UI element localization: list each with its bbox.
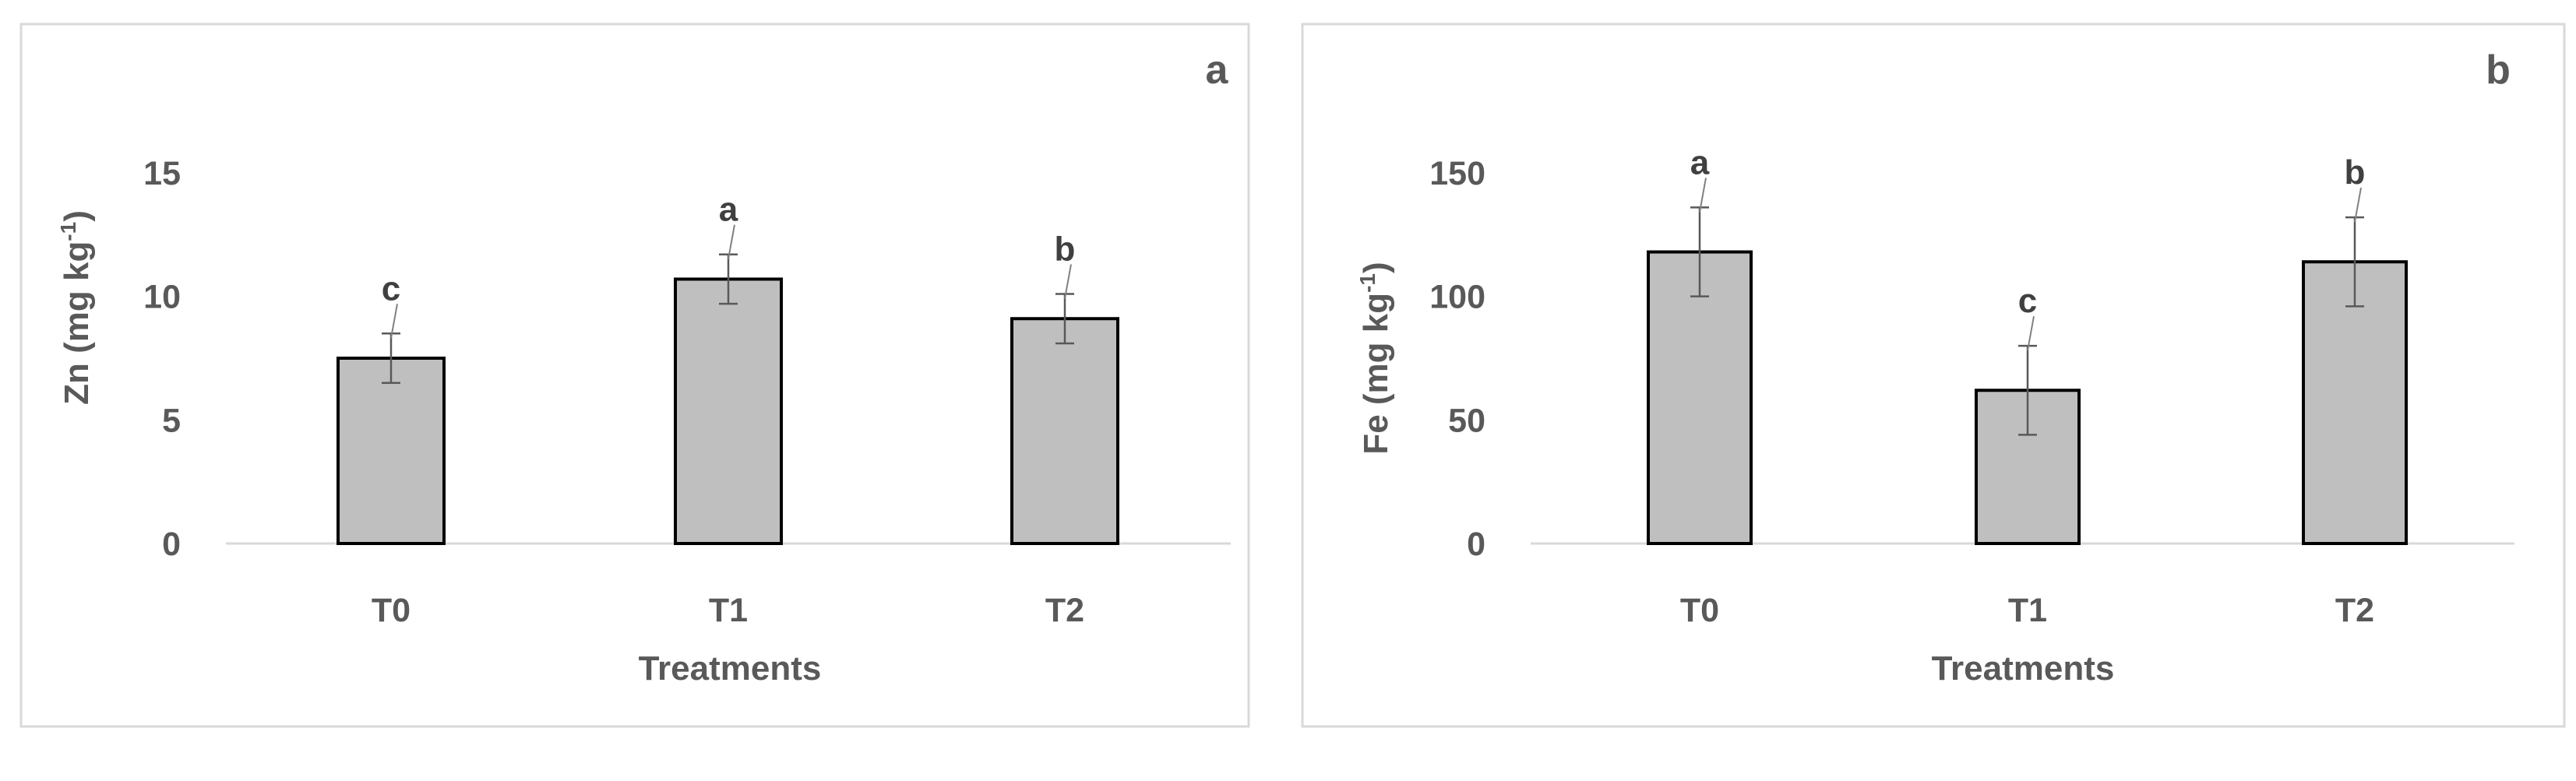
chart-panel-a: 0 5 10 15 c T0 a T1 b T2 Treatments Zn (mg kg-1) a [19,23,1250,728]
y-tick-label: 0 [162,526,181,563]
y-axis-title-superscript: -1 [1355,273,1380,293]
x-tick-label: T1 [709,592,748,629]
letter-leader-line [390,304,398,339]
significance-letter: a [1690,143,1710,181]
y-tick-label: 15 [143,155,181,192]
letter-leader-line [2354,187,2362,223]
bar [1647,250,1753,545]
x-tick-label: T2 [2335,592,2374,629]
y-tick-label: 0 [1467,526,1485,563]
y-axis-title-main: Fe (mg kg [1357,293,1395,455]
y-tick-label: 10 [143,279,181,316]
significance-letter: b [1055,230,1076,268]
letter-leader-line [1064,264,1072,299]
y-axis-title: Zn (mg kg-1) [56,210,96,405]
y-tick-label: 100 [1429,279,1485,316]
panel-label: b [2486,47,2511,93]
chart-panel-b: 0 50 100 150 a T0 c T1 b T2 Treatments Fe (mg kg-1)… [1301,23,2566,728]
bar [1010,317,1119,545]
y-axis-title-superscript: -1 [56,222,80,241]
y-tick-label: 50 [1448,402,1485,439]
x-tick-label: T1 [2008,592,2047,629]
x-tick-label: T0 [372,592,411,629]
significance-letter: c [2018,282,2037,320]
bar [674,277,783,545]
x-tick-label: T0 [1680,592,1719,629]
y-axis-title: Fe (mg kg-1) [1355,262,1395,454]
x-axis-title: Treatments [1932,649,2115,688]
significance-letter: c [382,269,400,308]
significance-letter: b [2345,153,2366,192]
x-tick-label: T2 [1045,592,1084,629]
significance-letter: a [719,191,738,229]
panel-label: a [1206,47,1229,93]
y-tick-label: 5 [162,402,181,439]
bar [337,357,446,545]
letter-leader-line [2027,315,2035,351]
y-axis-title-main: Zn (mg kg [58,241,96,405]
y-tick-label: 150 [1429,155,1485,192]
letter-leader-line [728,224,735,259]
x-axis-title: Treatments [639,649,822,688]
y-axis-title-end: ) [1357,262,1395,273]
bar [2302,260,2408,545]
y-axis-title-end: ) [58,210,96,222]
letter-leader-line [1699,178,1707,213]
